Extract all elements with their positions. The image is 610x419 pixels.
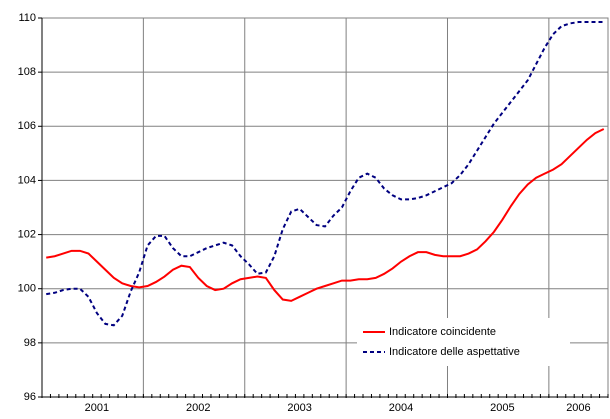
y-tick-label: 110: [18, 12, 36, 24]
y-tick-label: 104: [18, 174, 36, 186]
x-tick-label: 2001: [85, 402, 109, 414]
x-tick-label: 2002: [186, 402, 210, 414]
legend-box: [357, 318, 570, 366]
y-tick-label: 96: [24, 391, 36, 403]
y-tick-label: 98: [24, 337, 36, 349]
x-tick-label: 2005: [490, 402, 514, 414]
legend-label: Indicatore delle aspettative: [389, 346, 520, 358]
series-line: [46, 128, 605, 302]
x-tick-label: 2006: [566, 402, 590, 414]
y-tick-label: 102: [18, 228, 36, 240]
y-tick-label: 100: [18, 283, 36, 295]
x-tick-label: 2004: [389, 402, 413, 414]
legend-label: Indicatore coincidente: [389, 326, 496, 338]
y-tick-label: 106: [18, 120, 36, 132]
y-tick-label: 108: [18, 66, 36, 78]
x-tick-label: 2003: [287, 402, 311, 414]
series-line: [46, 21, 604, 327]
